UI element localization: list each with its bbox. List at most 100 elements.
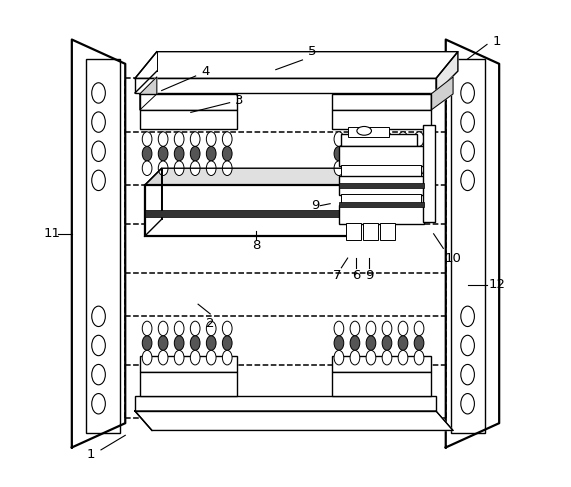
Ellipse shape (461, 306, 475, 327)
Ellipse shape (190, 161, 200, 175)
Bar (332, 110, 431, 130)
Ellipse shape (142, 147, 152, 161)
Ellipse shape (334, 161, 344, 175)
Ellipse shape (398, 321, 408, 336)
Ellipse shape (206, 147, 216, 161)
Ellipse shape (414, 132, 424, 147)
Ellipse shape (414, 350, 424, 365)
Ellipse shape (334, 132, 344, 147)
Ellipse shape (206, 161, 216, 175)
Ellipse shape (174, 336, 184, 350)
Bar (339, 183, 424, 187)
Ellipse shape (158, 132, 168, 147)
Text: 11: 11 (44, 227, 61, 240)
Ellipse shape (142, 336, 152, 350)
Ellipse shape (461, 364, 475, 385)
Ellipse shape (398, 147, 408, 161)
Ellipse shape (206, 350, 216, 365)
Text: 5: 5 (308, 45, 316, 58)
Ellipse shape (158, 161, 168, 175)
Bar (423, 125, 435, 222)
Ellipse shape (92, 364, 105, 385)
Ellipse shape (398, 161, 408, 175)
Ellipse shape (174, 161, 184, 175)
Ellipse shape (414, 336, 424, 350)
Ellipse shape (382, 350, 392, 365)
Ellipse shape (174, 147, 184, 161)
Ellipse shape (92, 83, 105, 103)
Bar (140, 110, 237, 130)
Ellipse shape (461, 393, 475, 414)
Ellipse shape (174, 132, 184, 147)
Ellipse shape (222, 321, 232, 336)
Ellipse shape (158, 147, 168, 161)
Ellipse shape (92, 393, 105, 414)
Text: 8: 8 (252, 240, 260, 252)
Polygon shape (135, 411, 453, 431)
Ellipse shape (366, 350, 376, 365)
Ellipse shape (190, 350, 200, 365)
Ellipse shape (382, 132, 392, 147)
Text: 1: 1 (87, 448, 95, 461)
Ellipse shape (190, 321, 200, 336)
Bar (135, 396, 436, 411)
Ellipse shape (334, 147, 344, 161)
Ellipse shape (366, 321, 376, 336)
Ellipse shape (158, 321, 168, 336)
Polygon shape (135, 52, 458, 78)
Text: 9: 9 (311, 199, 320, 212)
Ellipse shape (461, 170, 475, 190)
Ellipse shape (350, 336, 360, 350)
Polygon shape (144, 168, 162, 236)
Text: 6: 6 (352, 268, 360, 281)
Ellipse shape (222, 336, 232, 350)
Bar (332, 356, 431, 372)
Ellipse shape (461, 112, 475, 132)
Bar (332, 94, 431, 110)
Ellipse shape (92, 112, 105, 132)
Ellipse shape (158, 336, 168, 350)
Ellipse shape (142, 132, 152, 147)
Ellipse shape (366, 147, 376, 161)
Text: 1: 1 (493, 36, 501, 49)
Ellipse shape (382, 336, 392, 350)
Ellipse shape (366, 132, 376, 147)
Text: 9: 9 (365, 268, 373, 281)
Ellipse shape (92, 141, 105, 161)
Ellipse shape (461, 141, 475, 161)
Ellipse shape (222, 147, 232, 161)
Polygon shape (446, 39, 499, 448)
Ellipse shape (398, 132, 408, 147)
Ellipse shape (357, 127, 372, 135)
Ellipse shape (382, 321, 392, 336)
Ellipse shape (334, 321, 344, 336)
Ellipse shape (350, 350, 360, 365)
Text: 4: 4 (201, 65, 210, 77)
Ellipse shape (190, 336, 200, 350)
Bar (363, 223, 378, 240)
Bar (86, 59, 120, 433)
Ellipse shape (142, 350, 152, 365)
Ellipse shape (382, 161, 392, 175)
Ellipse shape (222, 350, 232, 365)
Bar (451, 59, 485, 433)
Ellipse shape (174, 321, 184, 336)
Bar (341, 134, 417, 147)
Text: 10: 10 (445, 252, 461, 264)
Ellipse shape (334, 336, 344, 350)
Ellipse shape (414, 161, 424, 175)
Ellipse shape (398, 336, 408, 350)
Ellipse shape (382, 147, 392, 161)
Bar (140, 356, 237, 372)
Ellipse shape (142, 161, 152, 175)
Text: 3: 3 (235, 94, 244, 107)
Ellipse shape (350, 147, 360, 161)
Ellipse shape (222, 132, 232, 147)
Ellipse shape (206, 132, 216, 147)
Polygon shape (72, 39, 125, 448)
Ellipse shape (461, 335, 475, 356)
Bar (341, 194, 421, 205)
Ellipse shape (92, 335, 105, 356)
Ellipse shape (350, 321, 360, 336)
Polygon shape (436, 52, 458, 93)
